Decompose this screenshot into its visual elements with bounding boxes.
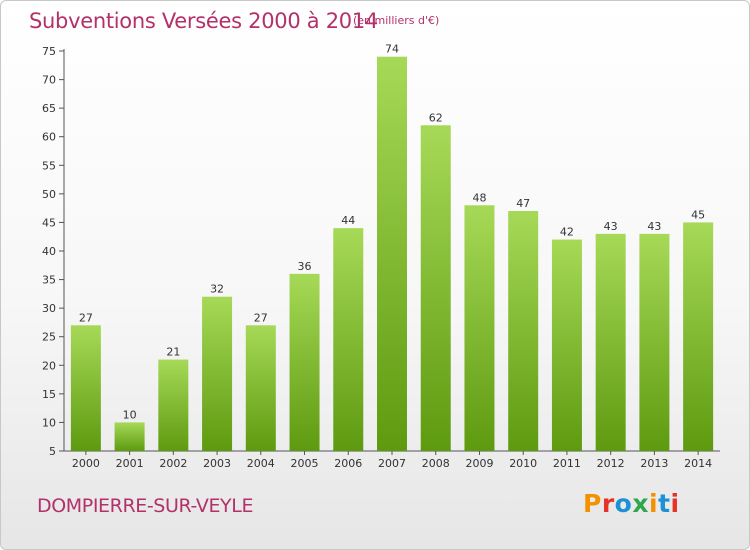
y-tick-label: 35	[42, 274, 56, 287]
bar-value-label: 48	[472, 191, 486, 204]
bar	[289, 273, 320, 451]
y-tick-label: 75	[42, 45, 56, 58]
bar-value-label: 21	[166, 346, 180, 359]
chart-title: Subventions Versées 2000 à 2014	[29, 9, 378, 33]
bar	[158, 359, 189, 451]
x-tick-label: 2013	[640, 457, 668, 470]
y-tick-label: 45	[42, 216, 56, 229]
bar-value-label: 43	[604, 220, 618, 233]
x-tick-label: 2007	[378, 457, 406, 470]
brand-logo-letter: P	[583, 489, 602, 518]
bar	[464, 205, 495, 451]
bar-value-label: 27	[79, 311, 93, 324]
brand-logo: Proxiti	[583, 489, 680, 518]
bar	[551, 239, 582, 451]
brand-logo-letter: i	[649, 489, 659, 518]
bar	[420, 125, 451, 452]
x-tick-label: 2011	[553, 457, 581, 470]
bar	[202, 296, 233, 451]
chart-bars: 27 10 21 32 27 36 44 74 62 48 47 42 43 43 45	[70, 43, 714, 452]
bar	[70, 325, 101, 451]
x-tick-label: 2010	[509, 457, 537, 470]
x-tick-label: 2014	[684, 457, 712, 470]
y-tick-label: 70	[42, 74, 56, 87]
y-tick-label: 40	[42, 245, 56, 258]
bar-value-label: 47	[516, 197, 530, 210]
y-tick-label: 50	[42, 188, 56, 201]
place-name: DOMPIERRE-SUR-VEYLE	[37, 495, 254, 517]
brand-logo-text: Proxiti	[583, 489, 680, 518]
brand-logo-letter: i	[670, 489, 680, 518]
chart-unit: (en milliers d'€)	[353, 14, 440, 27]
y-tick-label: 20	[42, 359, 56, 372]
bar-value-label: 43	[647, 220, 661, 233]
y-tick-label: 25	[42, 331, 56, 344]
x-tick-label: 2002	[159, 457, 187, 470]
x-tick-label: 2003	[203, 457, 231, 470]
x-tick-label: 2001	[116, 457, 144, 470]
bar-value-label: 62	[429, 111, 443, 124]
y-tick-label: 55	[42, 159, 56, 172]
bar	[508, 211, 539, 451]
bar-value-label: 45	[691, 208, 705, 221]
bar	[114, 422, 145, 451]
brand-logo-letter: x	[632, 489, 649, 518]
bar	[333, 228, 364, 451]
x-tick-label: 2004	[247, 457, 275, 470]
chart-axes: 5 10 15 20 25 30 35 40 45 50 55 60 65 70 75 2000 2001 200…	[42, 45, 720, 470]
x-tick-label: 2006	[334, 457, 362, 470]
brand-logo-letter: o	[614, 489, 633, 518]
y-tick-label: 5	[49, 445, 56, 458]
bar-value-label: 32	[210, 283, 224, 296]
y-tick-label: 65	[42, 102, 56, 115]
y-tick-label: 60	[42, 131, 56, 144]
bar	[683, 222, 714, 451]
y-tick-label: 30	[42, 302, 56, 315]
x-tick-label: 2012	[597, 457, 625, 470]
x-tick-label: 2009	[465, 457, 493, 470]
bar-value-label: 36	[298, 260, 312, 273]
brand-logo-letter: r	[601, 489, 615, 518]
brand-logo-letter: t	[658, 489, 671, 518]
bar-value-label: 44	[341, 214, 355, 227]
bar	[377, 56, 407, 451]
bar	[639, 233, 670, 451]
y-tick-label: 10	[42, 416, 56, 429]
bar	[595, 233, 626, 451]
bar-value-label: 74	[385, 43, 399, 56]
y-tick-label: 15	[42, 388, 56, 401]
bar-value-label: 10	[123, 408, 137, 421]
bar-value-label: 42	[560, 226, 574, 239]
x-tick-label: 2008	[422, 457, 450, 470]
bar	[245, 325, 276, 451]
x-tick-label: 2005	[291, 457, 319, 470]
x-tick-label: 2000	[72, 457, 100, 470]
bar-value-label: 27	[254, 311, 268, 324]
